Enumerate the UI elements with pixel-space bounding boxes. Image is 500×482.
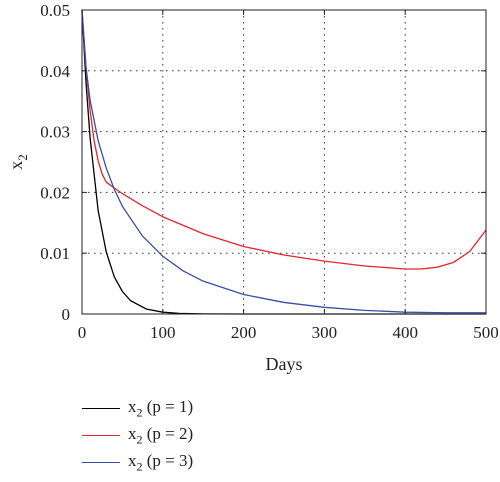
x-tick-label: 500	[473, 323, 499, 342]
y-axis-label-main: x	[6, 161, 26, 170]
y-axis-label: x2	[6, 154, 30, 170]
legend-label: x2 (p = 3)	[128, 450, 194, 474]
legend-swatch	[82, 435, 120, 436]
legend-swatch	[82, 408, 120, 409]
series-lines	[81, 9, 487, 315]
legend-label: x2 (p = 2)	[128, 423, 194, 447]
x-tick-label: 300	[312, 323, 338, 342]
grid	[82, 10, 486, 314]
legend-item: x2 (p = 2)	[82, 423, 342, 448]
legend: x2 (p = 1) x2 (p = 2) x2 (p = 3)	[82, 396, 342, 477]
x-tick-label: 400	[392, 323, 418, 342]
tick-marks	[81, 9, 487, 315]
x-tick-label: 100	[150, 323, 176, 342]
y-tick-label: 0.01	[40, 244, 70, 263]
plot-frame	[81, 9, 487, 315]
series-line-p2	[81, 9, 487, 270]
y-tick-label: 0	[62, 305, 71, 324]
y-tick-label: 0.03	[40, 123, 70, 142]
legend-swatch	[82, 462, 120, 463]
y-tick-label: 0.02	[40, 183, 70, 202]
series-line-p3	[81, 9, 486, 314]
tick-labels: 0 100 200 300 400 500 0 0.01 0.02 0.03 0.04 0.05	[40, 1, 499, 342]
legend-item: x2 (p = 1)	[82, 396, 342, 421]
legend-item: x2 (p = 3)	[82, 450, 342, 475]
x-tick-label: 0	[78, 323, 87, 342]
y-axis-label-sub: 2	[15, 154, 30, 161]
x-tick-label: 200	[231, 323, 257, 342]
x-axis-label: Days	[266, 354, 303, 374]
line-chart: 0 100 200 300 400 500 0 0.01 0.02 0.03 0.04 0.05 Da…	[6, 1, 499, 374]
y-tick-label: 0.05	[40, 1, 70, 20]
y-tick-label: 0.04	[40, 62, 70, 81]
legend-label: x2 (p = 1)	[128, 396, 194, 420]
